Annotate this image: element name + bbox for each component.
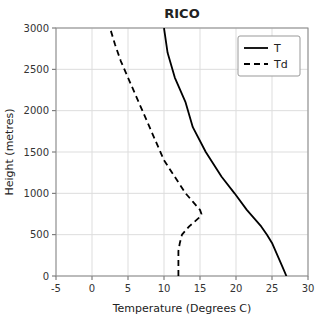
legend-box (238, 36, 300, 76)
tick-x (308, 276, 309, 280)
tick-y (52, 69, 56, 70)
plot-frame (56, 28, 308, 276)
tick-label-x: 10 (158, 283, 171, 294)
y-axis-label: Height (metres) (3, 108, 16, 195)
tick-y (52, 234, 56, 235)
series-line (110, 28, 201, 276)
legend: T Td (238, 36, 300, 76)
tick-label-y: 1000 (24, 188, 49, 199)
tick-y (52, 152, 56, 153)
tick-label-x: 25 (266, 283, 279, 294)
grid-line-y (56, 193, 308, 194)
tick-label-y: 2500 (24, 64, 49, 75)
tick-y (52, 276, 56, 277)
axes: -5051015202530050010001500200025003000 (24, 23, 315, 295)
tick-label-x: 5 (125, 283, 131, 294)
grid-line-y (56, 152, 308, 153)
tick-x (272, 276, 273, 280)
tick-label-y: 0 (43, 271, 49, 282)
legend-label: Td (273, 58, 288, 71)
tick-x (164, 276, 165, 280)
tick-label-y: 2000 (24, 105, 49, 116)
legend-swatch (244, 47, 268, 49)
tick-x (128, 276, 129, 280)
tick-y (52, 193, 56, 194)
grid-line-y (56, 110, 308, 111)
tick-y (52, 28, 56, 29)
tick-x (200, 276, 201, 280)
tick-label-y: 3000 (24, 23, 49, 34)
tick-y (52, 110, 56, 111)
tick-x (92, 276, 93, 280)
grid (56, 28, 308, 276)
legend-swatch (244, 63, 268, 65)
tick-label-x: -5 (51, 283, 61, 294)
tick-label-x: 15 (194, 283, 207, 294)
tick-label-y: 1500 (24, 147, 49, 158)
tick-x (236, 276, 237, 280)
tick-label-x: 0 (89, 283, 95, 294)
tick-x (56, 276, 57, 280)
tick-label-x: 30 (302, 283, 315, 294)
title: RICO (164, 6, 199, 21)
tick-label-x: 20 (230, 283, 243, 294)
legend-label: T (273, 42, 281, 55)
x-axis-label: Temperature (Degrees C) (112, 302, 252, 315)
chart: -5051015202530050010001500200025003000RI… (0, 0, 320, 320)
tick-label-y: 500 (30, 229, 49, 240)
